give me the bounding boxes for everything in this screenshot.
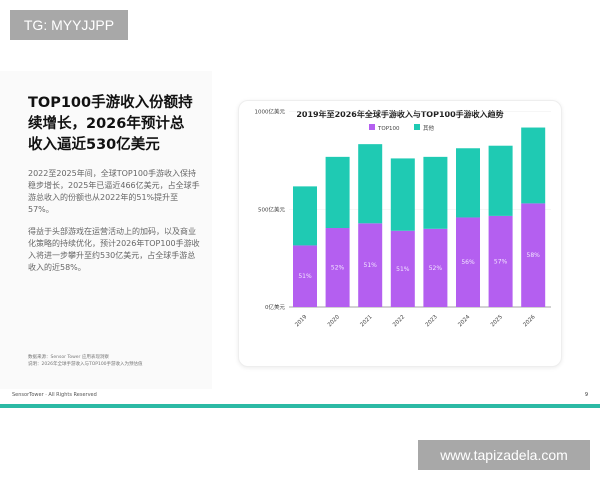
footer-brand: SensorTower · All Rights Reserved	[12, 392, 97, 398]
y-tick-label: 500亿美元	[258, 205, 285, 213]
data-label: 52%	[331, 265, 345, 272]
data-label: 51%	[298, 273, 312, 280]
bar-top100	[488, 215, 513, 307]
bar-top100	[423, 228, 448, 307]
y-tick-label: 0亿美元	[265, 303, 285, 311]
x-tick-label: 2022	[392, 314, 406, 328]
x-tick-label: 2019	[294, 314, 308, 328]
legend-swatch	[369, 124, 375, 130]
explanation-note: 说明：2026年全球手游收入与TOP100手游收入为预估值	[28, 362, 143, 367]
data-label: 58%	[527, 252, 541, 259]
page-number: 9	[584, 392, 588, 398]
text-panel: TOP100手游收入份额持续增长，2026年预计总收入逼近530亿美元 2022…	[0, 71, 212, 389]
bar-other	[521, 127, 546, 204]
bar-top100	[358, 223, 383, 307]
bar-other	[488, 145, 513, 216]
stacked-bar-chart: 2019年至2026年全球手游收入与TOP100手游收入趋势 TOP100 其他 0亿…	[255, 108, 551, 328]
bar-other	[293, 186, 317, 246]
bar-other	[390, 158, 415, 231]
paragraph-1: 2022至2025年间，全球TOP100手游收入保持稳步增长，2025年已逼近4…	[28, 169, 200, 214]
watermark-site: www.tapizadela.com	[418, 440, 590, 470]
legend-label: TOP100	[377, 126, 400, 132]
bar-top100	[521, 203, 546, 307]
slide-title: TOP100手游收入份额持续增长，2026年预计总收入逼近530亿美元	[28, 95, 193, 153]
bar-top100	[293, 245, 317, 307]
x-tick-label: 2023	[425, 314, 439, 328]
data-label: 51%	[396, 266, 410, 273]
legend-swatch	[414, 124, 420, 130]
x-tick-label: 2020	[327, 314, 341, 328]
bar-other	[423, 156, 448, 229]
data-label: 52%	[429, 265, 443, 272]
slide: TOP100手游收入份额持续增长，2026年预计总收入逼近530亿美元 2022…	[0, 71, 600, 408]
x-tick-label: 2021	[359, 314, 373, 328]
footer-accent-bar	[0, 404, 600, 408]
bar-other	[358, 144, 383, 224]
x-tick-label: 2025	[490, 314, 504, 328]
legend-label: 其他	[423, 124, 435, 132]
data-label: 56%	[461, 259, 475, 266]
bar-top100	[390, 230, 415, 307]
chart-card: 2019年至2026年全球手游收入与TOP100手游收入趋势 TOP100 其他 0亿…	[238, 100, 562, 367]
source-note: 数据来源：Sensor Tower 应用表现洞察	[28, 355, 109, 360]
x-tick-label: 2026	[522, 314, 536, 328]
bar-other	[325, 156, 350, 229]
data-label: 57%	[494, 258, 508, 265]
y-tick-label: 1000亿美元	[255, 108, 286, 116]
chart-title: 2019年至2026年全球手游收入与TOP100手游收入趋势	[296, 109, 503, 119]
bar-top100	[456, 217, 480, 307]
x-tick-label: 2024	[457, 314, 471, 328]
paragraph-2: 得益于头部游戏在运营活动上的加码，以及商业化策略的持续优化，预计2026年TOP…	[28, 227, 200, 272]
watermark-label: TG: MYYJJPP	[10, 10, 128, 40]
bar-other	[456, 148, 480, 218]
data-label: 51%	[364, 262, 378, 269]
bar-top100	[325, 228, 350, 307]
